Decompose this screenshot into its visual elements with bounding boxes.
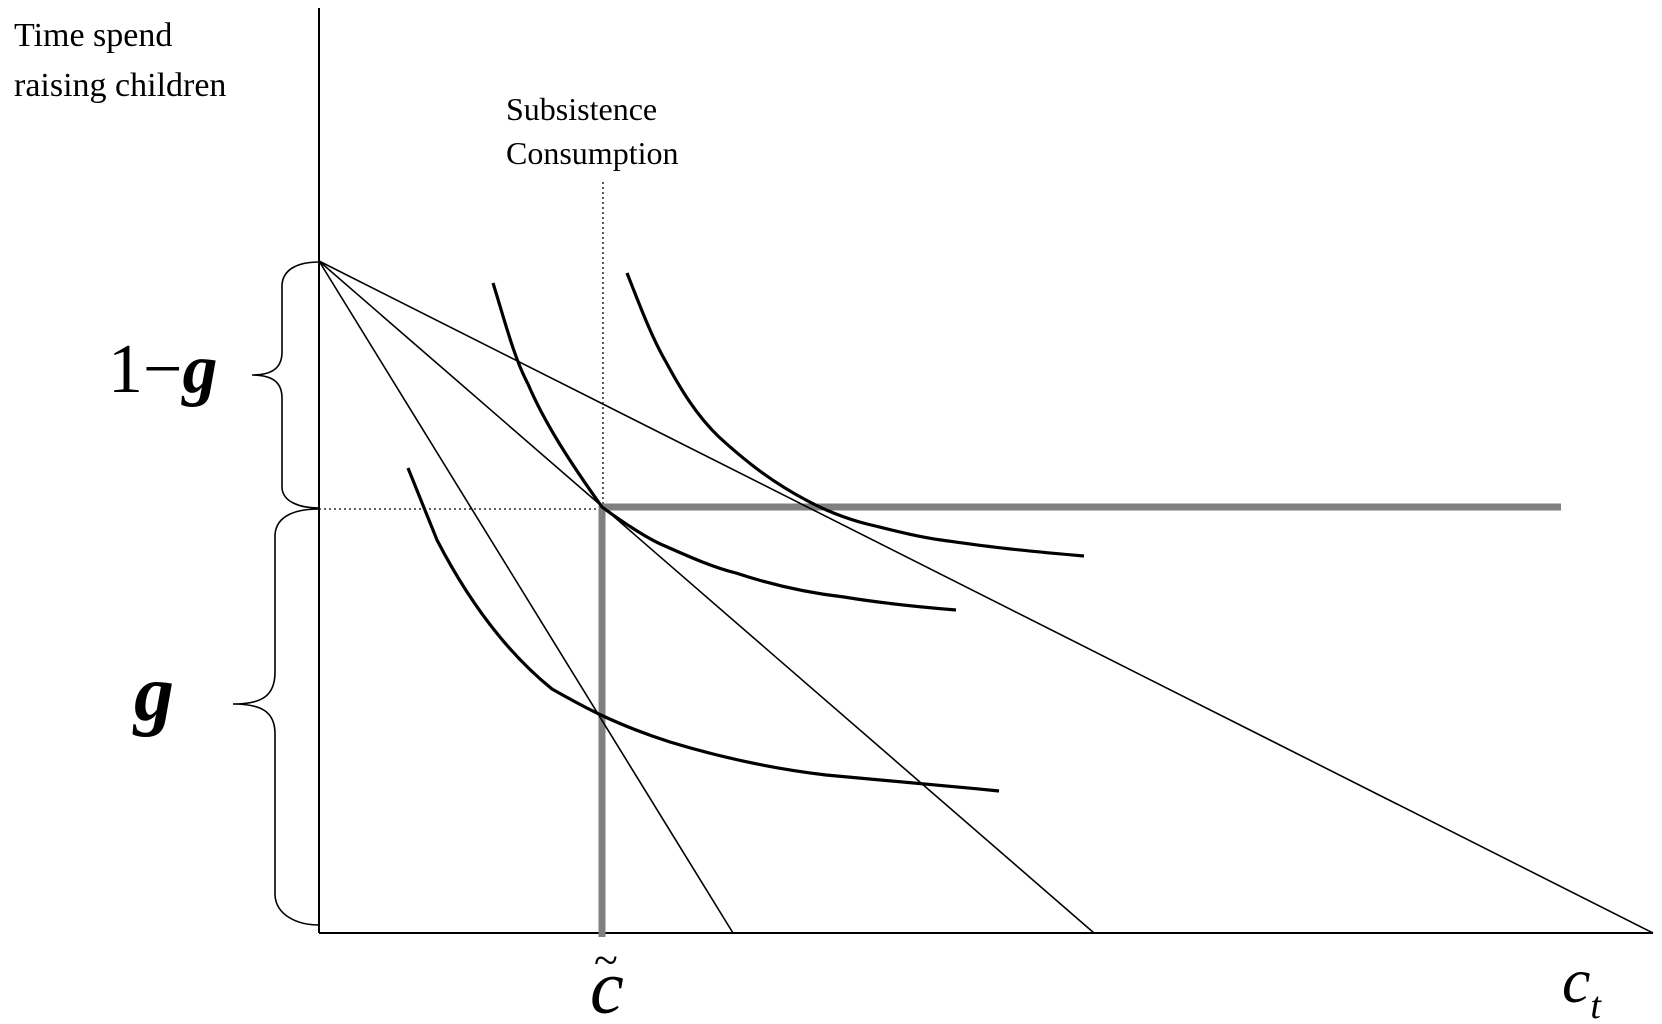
y-axis-label-line-2: raising children <box>14 67 226 104</box>
y-axis-label-line-1: Time spend <box>14 17 172 54</box>
indifference-curve-middle <box>491 282 957 612</box>
budget-line-steep <box>318 260 734 934</box>
c-tilde-label: c <box>590 946 624 1024</box>
budget-line-flat <box>318 260 1654 934</box>
indifference-curve-low <box>406 467 1000 793</box>
minus-label: − <box>143 331 182 408</box>
t-subscript: t <box>1590 985 1602 1024</box>
indifference-curve-high <box>625 272 1085 558</box>
lower-brace <box>232 508 320 926</box>
subsistence-annotation: Subsistence Consumption <box>506 91 678 171</box>
subsistence-line-2: Consumption <box>506 135 678 171</box>
g-upper-label: g <box>180 331 217 408</box>
one-label: 1 <box>108 331 143 408</box>
budget-line-middle <box>318 260 1095 934</box>
tilde-mark: ~ <box>594 936 618 985</box>
one-minus-g-label: 1−g <box>108 331 217 408</box>
g-lower-label: g <box>132 650 174 738</box>
c-label: c <box>1562 945 1590 1016</box>
upper-brace <box>251 261 320 509</box>
y-axis-label: Time spend raising children <box>14 17 226 104</box>
c-t-label: ct <box>1562 945 1602 1024</box>
subsistence-line-1: Subsistence <box>506 91 657 127</box>
